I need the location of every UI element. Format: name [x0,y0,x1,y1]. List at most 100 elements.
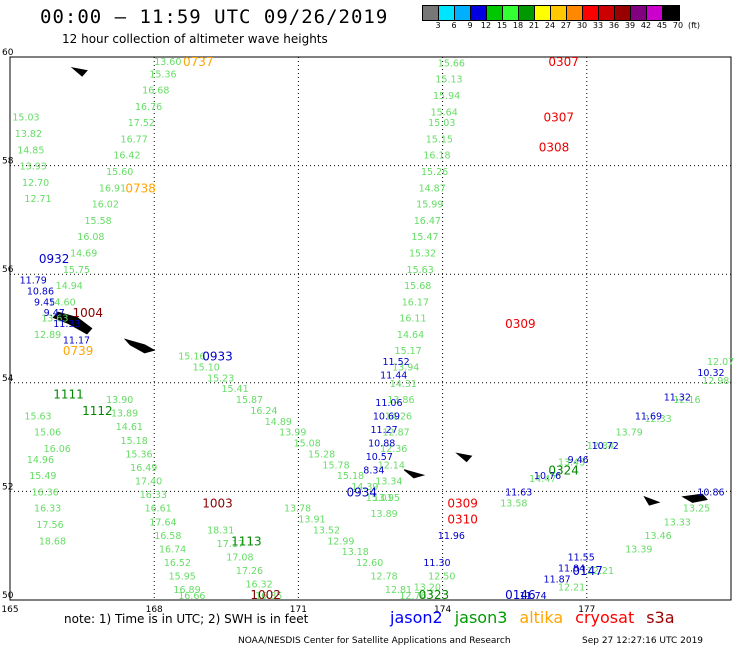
swh-label: 11.84 [558,563,585,574]
swh-label: 11.17 [63,335,90,346]
swh-label: 10.86 [27,286,54,297]
swh-label: 17.08 [226,553,253,564]
swh-label: 13.93 [20,162,47,173]
swh-label: 16.89 [173,585,200,596]
scale-label: 24 [544,21,556,30]
swh-label: 13.34 [375,477,402,488]
swh-label: 16.66 [178,591,205,602]
swh-label: 16.91 [99,183,126,194]
jason2-track-center: 11.96 11.30 [423,531,465,569]
swh-label: 12.50 [428,572,455,583]
jason3-track-se: 12.07 12.9812.1612.3313.7912.8413.4314.47… [500,357,734,509]
swh-label: 16.42 [113,151,140,162]
legend-jason3: jason3 [454,608,508,627]
swh-label: 12.14 [378,460,405,471]
swh-label: 14.87 [419,183,446,194]
swh-label: 11.52 [383,357,410,368]
scale-label: 3 [435,21,441,30]
swh-label: 11.69 [635,411,662,422]
time-label: 0308 [539,141,570,155]
swh-label: 12.60 [356,558,383,569]
swh-label: 16.68 [142,86,169,97]
swh-label: 15.23 [207,373,234,384]
swh-label: 10.76 [534,471,561,482]
swh-label: 10.72 [592,441,619,452]
swh-label: 17.52 [128,118,155,129]
scale-label: 27 [560,21,572,30]
swh-label: 13.20 [414,582,441,593]
lat-tick-label: 56 [2,265,14,275]
swh-label: 12.84 [587,441,614,452]
swh-label: 11.06 [375,398,402,409]
map-frame [9,56,732,601]
island-shape [123,338,156,354]
swh-label: 17.40 [135,477,162,488]
swh-label: 13.18 [342,547,369,558]
swh-label: 12.98 [702,376,729,387]
time-label: 1003 [202,496,233,510]
swh-label: 16.74 [159,544,186,555]
swh-label: 9.46 [568,455,589,466]
swh-label: 14.61 [116,422,143,433]
time-label: 1111 [53,388,84,402]
swh-label: 13.89 [111,409,138,420]
swh-label: 13.33 [664,517,691,528]
scale-label: 36 [608,21,620,30]
swh-label: 8.34 [363,466,384,477]
swh-label: 14.89 [265,417,292,428]
swh-label: 11.32 [664,392,691,403]
scale-swatch [535,6,551,20]
swh-label: 9.47 [44,308,65,319]
scale-swatch [567,6,583,20]
swh-label: 15.63 [24,411,51,422]
swh-label: 15.58 [85,216,112,227]
scale-swatch [599,6,615,20]
swh-label: 12.76 [399,591,426,602]
swh-label: 15.18 [121,436,148,447]
scale-swatch [647,6,663,20]
axis-tick-labels: 165 168 171 174 177 50 52 54 56 58 60 [1,48,595,615]
time-label: 0310 [447,513,478,527]
time-label: 0147 [572,564,603,578]
swh-label: 13.90 [106,395,133,406]
swh-label: 14.64 [397,330,424,341]
lat-tick-label: 54 [2,374,14,384]
swh-label: 13.86 [387,395,414,406]
swh-label: 15.26 [421,167,448,178]
lon-tick-label: 165 [1,605,18,615]
swh-label: 16.33 [140,490,167,501]
swh-label: 14.39 [351,482,378,493]
swh-label: 15.36 [149,69,176,80]
scale-label: 15 [496,21,508,30]
swh-label: 12.36 [380,444,407,455]
swh-label: 15.18 [337,471,364,482]
scale-label: 70 [672,21,684,30]
swh-label: 16.02 [92,200,119,211]
lat-tick-label: 60 [2,48,14,58]
swh-label: 14.85 [17,145,44,156]
time-labels: 0737 0738 0739 0307 0307 0308 0309 0309 0310 0932… [39,55,603,602]
swh-label: 15.28 [308,449,335,460]
scale-label: 33 [592,21,604,30]
swh-label: 16.77 [121,134,148,145]
footer-timestamp: Sep 27 12:27:16 UTC 2019 [582,636,704,646]
swh-label: 16.36 [32,487,59,498]
swh-label: 15.01 [366,493,393,504]
time-label: 0739 [63,344,94,358]
swh-label: 13.94 [392,363,419,374]
scale-swatch [439,6,455,20]
swh-label: 15.47 [411,232,438,243]
swh-label: 9.45 [34,297,55,308]
swh-label: 11.79 [20,276,47,287]
wave-height-tracks: 13.6015.3616.6816.7617.5216.7716.4215.60… [12,57,734,602]
swh-label: 17.56 [36,520,63,531]
swh-label: 15.87 [236,395,263,406]
time-label: 0146 [505,588,536,602]
